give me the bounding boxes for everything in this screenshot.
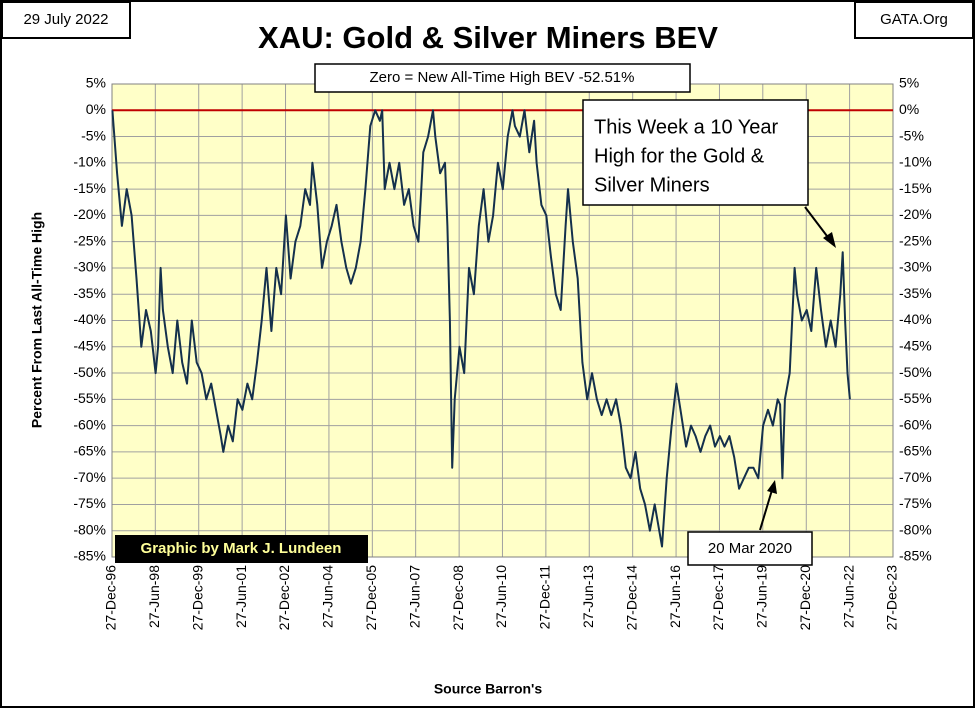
y-tick-label: -85% xyxy=(73,548,106,564)
y-tick-label: -5% xyxy=(81,127,106,143)
x-tick-label: 27-Jun-07 xyxy=(406,565,422,628)
x-tick-label: 27-Dec-96 xyxy=(103,565,119,631)
y2-tick-label: -25% xyxy=(899,232,932,248)
low-note: 20 Mar 2020 xyxy=(708,540,792,557)
y2-tick-label: -65% xyxy=(899,443,932,459)
y-tick-label: -50% xyxy=(73,364,106,380)
source-box xyxy=(854,1,974,39)
date-label: 29 July 2022 xyxy=(23,11,108,28)
y2-tick-label: -75% xyxy=(899,495,932,511)
y-tick-label: -30% xyxy=(73,259,106,275)
low-note-arrow xyxy=(759,489,773,531)
x-tick-label: 27-Jun-16 xyxy=(667,565,683,628)
x-tick-label: 27-Jun-04 xyxy=(320,565,336,628)
chart-title: XAU: Gold & Silver Miners BEV xyxy=(258,20,718,55)
y-tick-label: -20% xyxy=(73,206,106,222)
y-tick-label: -35% xyxy=(73,285,106,301)
x-tick-label: 27-Jun-19 xyxy=(753,565,769,628)
low-note-box xyxy=(687,531,813,566)
y-tick-label: -60% xyxy=(73,416,106,432)
y2-tick-label: -55% xyxy=(899,390,932,406)
x-tick-label: 27-Dec-20 xyxy=(797,565,813,631)
series-line xyxy=(111,109,851,548)
y2-tick-label: -15% xyxy=(899,180,932,196)
y-tick-label: -10% xyxy=(73,154,106,170)
y2-tick-label: -10% xyxy=(899,154,932,170)
zero-note: Zero = New All-Time High BEV -52.51% xyxy=(370,69,635,86)
low-note-arrowhead xyxy=(767,480,777,494)
y2-tick-label: -45% xyxy=(899,337,932,353)
y-tick-label: -80% xyxy=(73,521,106,537)
x-tick-label: 27-Jun-10 xyxy=(493,565,509,628)
x-tick-label: 27-Jun-13 xyxy=(580,565,596,628)
x-tick-label: 27-Dec-05 xyxy=(363,565,379,631)
x-tick-label: 27-Dec-14 xyxy=(623,565,639,631)
x-tick-label: 27-Dec-23 xyxy=(884,565,900,631)
y2-tick-label: -35% xyxy=(899,285,932,301)
y-tick-label: 5% xyxy=(86,75,106,91)
y2-tick-label: -70% xyxy=(899,469,932,485)
source-label: GATA.Org xyxy=(880,11,948,28)
callout-arrowhead xyxy=(823,232,836,248)
y-tick-label: -45% xyxy=(73,337,106,353)
y-tick-label: -65% xyxy=(73,443,106,459)
y2-tick-label: -50% xyxy=(899,364,932,380)
y2-tick-label: 0% xyxy=(899,101,919,117)
y-tick-label: -15% xyxy=(73,180,106,196)
callout-text: High for the Gold & xyxy=(594,145,765,167)
y-axis-label: Percent From Last All-Time High xyxy=(29,212,45,428)
y2-tick-label: -40% xyxy=(899,311,932,327)
y2-tick-label: -60% xyxy=(899,416,932,432)
callout-text: Silver Miners xyxy=(594,174,710,196)
x-tick-label: 27-Jun-22 xyxy=(840,565,856,628)
y-tick-label: -25% xyxy=(73,232,106,248)
y2-tick-label: 5% xyxy=(899,75,919,91)
x-tick-label: 27-Dec-17 xyxy=(710,565,726,631)
callout-box xyxy=(582,99,809,206)
y-tick-label: -40% xyxy=(73,311,106,327)
x-tick-label: 27-Dec-08 xyxy=(450,565,466,631)
x-tick-label: 27-Jun-98 xyxy=(146,565,162,628)
y-tick-label: 0% xyxy=(86,101,106,117)
y2-tick-label: -20% xyxy=(899,206,932,222)
y-tick-label: -55% xyxy=(73,390,106,406)
credit-box xyxy=(115,535,368,563)
x-tick-label: 27-Dec-11 xyxy=(537,565,553,630)
callout-text: This Week a 10 Year xyxy=(594,116,779,138)
x-axis-label: Source Barron's xyxy=(434,681,543,697)
date-box xyxy=(1,1,131,39)
zero-note-box xyxy=(314,63,691,93)
y-tick-label: -70% xyxy=(73,469,106,485)
y2-tick-label: -80% xyxy=(899,521,932,537)
y2-tick-label: -5% xyxy=(899,127,924,143)
y-tick-label: -75% xyxy=(73,495,106,511)
x-tick-label: 27-Jun-01 xyxy=(233,565,249,628)
callout-arrow xyxy=(804,206,831,241)
y2-tick-label: -85% xyxy=(899,548,932,564)
x-tick-label: 27-Dec-02 xyxy=(276,565,292,631)
credit: Graphic by Mark J. Lundeen xyxy=(141,540,342,557)
y2-tick-label: -30% xyxy=(899,259,932,275)
x-tick-label: 27-Dec-99 xyxy=(189,565,205,631)
